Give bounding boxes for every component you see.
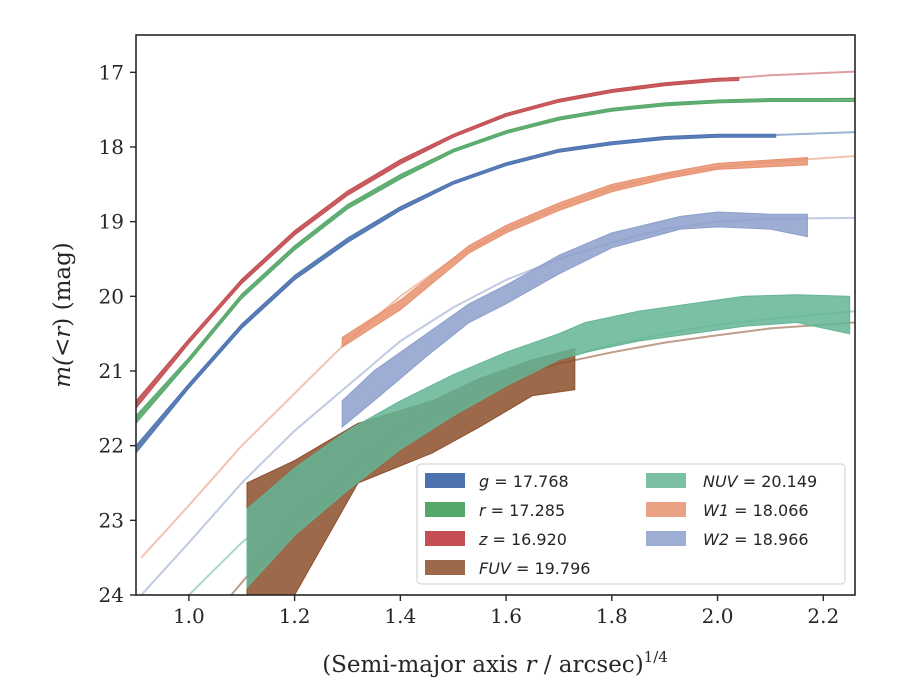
y-tick-label: 18 — [99, 135, 124, 159]
legend-swatch-w2 — [646, 531, 686, 546]
legend-swatch-fuv — [425, 560, 465, 575]
y-tick-label: 21 — [99, 359, 124, 383]
x-tick-label: 1.6 — [490, 604, 522, 628]
band-z — [136, 77, 740, 410]
band-r — [136, 98, 855, 425]
x-tick-label: 2.2 — [807, 604, 839, 628]
legend-label-r: r = 17.285 — [479, 501, 565, 520]
legend-swatch-r — [425, 502, 465, 517]
x-tick-label: 1.8 — [596, 604, 628, 628]
legend: g = 17.768 r = 17.285 z = 16.920 FUV = 1… — [416, 463, 846, 585]
band-g — [136, 133, 777, 454]
legend-box — [416, 463, 846, 585]
y-tick-label: 20 — [99, 284, 124, 308]
x-tick-label: 1.0 — [173, 604, 205, 628]
legend-swatch-w1 — [646, 502, 686, 517]
band-w2 — [341, 211, 808, 429]
y-axis-label: m(<r) (mag) — [50, 242, 76, 388]
legend-label-w1: W1 = 18.066 — [703, 501, 809, 520]
x-axis: 1.0 1.2 1.4 1.6 1.8 2.0 2.2 — [173, 595, 839, 628]
y-tick-label: 23 — [99, 508, 124, 532]
plot-area — [136, 70, 855, 595]
legend-label-g: g = 17.768 — [479, 472, 569, 491]
legend-label-fuv: FUV = 19.796 — [479, 559, 590, 578]
band-w1 — [341, 156, 808, 349]
legend-swatch-g — [425, 473, 465, 488]
y-tick-label: 19 — [99, 210, 124, 234]
x-axis-label: (Semi-major axis r / arcsec)1/4 — [322, 648, 668, 678]
legend-label-w2: W2 = 18.966 — [703, 530, 809, 549]
x-tick-label: 2.0 — [702, 604, 734, 628]
y-tick-label: 24 — [99, 583, 124, 607]
band-nuv — [246, 294, 851, 589]
y-tick-label: 22 — [99, 434, 124, 458]
legend-label-nuv: NUV = 20.149 — [703, 472, 817, 491]
x-tick-label: 1.4 — [384, 604, 416, 628]
axes-frame — [135, 34, 856, 596]
y-tick-label: 17 — [99, 60, 124, 84]
y-axis: 17 18 19 20 21 22 23 24 — [99, 60, 136, 607]
legend-label-z: z = 16.920 — [478, 530, 567, 549]
x-tick-label: 1.2 — [279, 604, 311, 628]
legend-swatch-nuv — [646, 473, 686, 488]
legend-swatch-z — [425, 531, 465, 546]
